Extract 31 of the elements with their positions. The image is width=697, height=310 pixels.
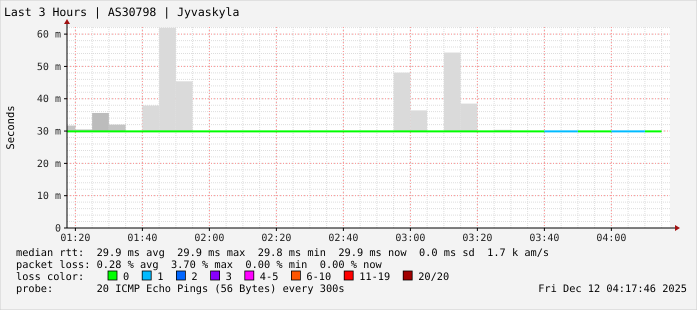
legend-label: 3 [226,271,232,283]
y-tick-label: 60 m [36,30,61,41]
y-tick-label: 20 m [36,158,61,170]
text: probe: 20 ICMP Echo Pings (56 Bytes) every 300s [16,283,345,295]
y-tick-label: 30 m [36,126,61,138]
legend-label: 1 [157,271,164,283]
y-axis-title: Seconds [5,105,17,150]
legend-label: 0 [123,271,130,283]
x-tick-label: 01:20 [60,233,90,244]
legend-label: 11-19 [359,271,390,283]
y-tick-label: 40 m [36,94,61,106]
x-tick-label: 03:00 [395,233,426,244]
text: packet loss: 0.28 % avg 3.70 % max 0.00 % min 0.00 % now [16,259,383,271]
x-tick-label: 02:40 [328,233,358,244]
text: Fri Dec 12 04:17:46 2025 [538,283,687,295]
y-tick-label: 50 m [36,62,61,73]
x-tick-label: 01:40 [127,233,158,244]
legend-label: 2 [191,271,198,283]
legend-label: 20/20 [418,271,450,283]
legend-label: 4-5 [260,271,278,283]
x-tick-label: 04:00 [596,233,626,244]
y-tick-label: 10 m [36,191,61,202]
y-tick-label: 0 [54,224,61,234]
x-tick-label: 03:20 [462,233,492,244]
x-tick-label: 02:20 [261,233,292,244]
legend-title: loss color: [16,271,84,283]
x-tick-label: 02:00 [194,233,224,244]
text: median rtt: 29.9 ms avg 29.9 ms max 29.8 ms min 29.9 ms now 0.0 ms sd 1.7 k am/s [16,247,550,259]
x-tick-label: 03:40 [529,233,560,244]
legend-label: 6-10 [306,271,332,283]
chart-title: Last 3 Hours | AS30798 | Jyvaskyla [4,5,240,19]
